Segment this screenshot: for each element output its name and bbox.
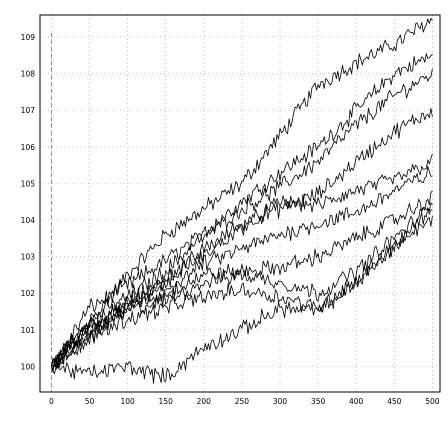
x-tick-label: 500 (425, 397, 440, 406)
x-tick-label: 250 (235, 397, 250, 406)
x-tick-label: 400 (349, 397, 364, 406)
series-line-5 (51, 153, 433, 371)
series-line-8 (51, 206, 433, 367)
y-tick-label: 103 (21, 253, 36, 262)
x-tick-label: 450 (387, 397, 402, 406)
y-tick-label: 102 (21, 289, 36, 298)
series-line-4 (51, 107, 433, 369)
series-line-6 (51, 165, 433, 367)
y-tick-label: 100 (21, 362, 36, 371)
grid (40, 15, 440, 392)
x-tick-label: 50 (85, 397, 95, 406)
series-line-2 (51, 53, 433, 373)
y-tick-label: 109 (21, 33, 36, 42)
series-group (51, 17, 433, 384)
x-tick-label: 350 (311, 397, 326, 406)
y-tick-label: 104 (21, 216, 36, 225)
plot-frame (39, 14, 441, 393)
y-tick-label: 108 (21, 70, 36, 79)
series-line-7 (51, 190, 433, 367)
y-tick-label: 105 (21, 179, 36, 188)
y-tick-label: 106 (21, 143, 36, 152)
y-tick-label: 107 (21, 106, 36, 115)
y-tick-label: 101 (21, 326, 36, 335)
x-axis-tick-labels: 0 50 100 150 200 250 300 350 400 450 500 (49, 397, 440, 406)
series-line-10 (51, 215, 433, 384)
x-tick-label: 200 (197, 397, 212, 406)
series-line-9 (51, 202, 433, 370)
y-axis-tick-labels: 100 101 102 103 104 105 106 107 108 109 (21, 33, 36, 371)
x-tick-label: 0 (49, 397, 54, 406)
x-tick-label: 100 (120, 397, 135, 406)
x-tick-label: 300 (273, 397, 288, 406)
x-tick-label: 150 (159, 397, 174, 406)
